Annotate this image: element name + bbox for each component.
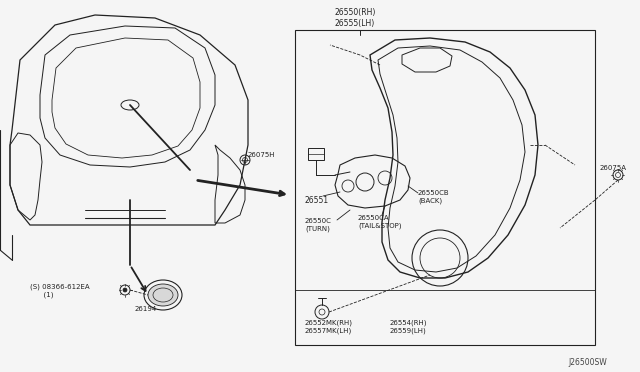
Circle shape: [123, 288, 127, 292]
Bar: [308, 148, 324, 160]
Bar: [295, 30, 595, 345]
Text: 26075H: 26075H: [248, 152, 275, 158]
Ellipse shape: [148, 284, 178, 306]
Text: 26554(RH)
26559(LH): 26554(RH) 26559(LH): [390, 320, 428, 334]
Text: 26550C
(TURN): 26550C (TURN): [305, 218, 332, 232]
Text: 26551: 26551: [305, 196, 329, 205]
Text: 26550CB
(BACK): 26550CB (BACK): [418, 190, 450, 204]
Text: (S) 08366-612EA
      (1): (S) 08366-612EA (1): [30, 284, 90, 298]
Text: 26552MK(RH)
26557MK(LH): 26552MK(RH) 26557MK(LH): [305, 320, 353, 334]
Text: 26550(RH)
26555(LH): 26550(RH) 26555(LH): [335, 8, 376, 28]
Text: 26550CA
(TAIL&STOP): 26550CA (TAIL&STOP): [358, 215, 401, 229]
Text: 26075A: 26075A: [600, 165, 627, 171]
Text: 26194: 26194: [135, 306, 157, 312]
Text: J26500SW: J26500SW: [568, 358, 607, 367]
